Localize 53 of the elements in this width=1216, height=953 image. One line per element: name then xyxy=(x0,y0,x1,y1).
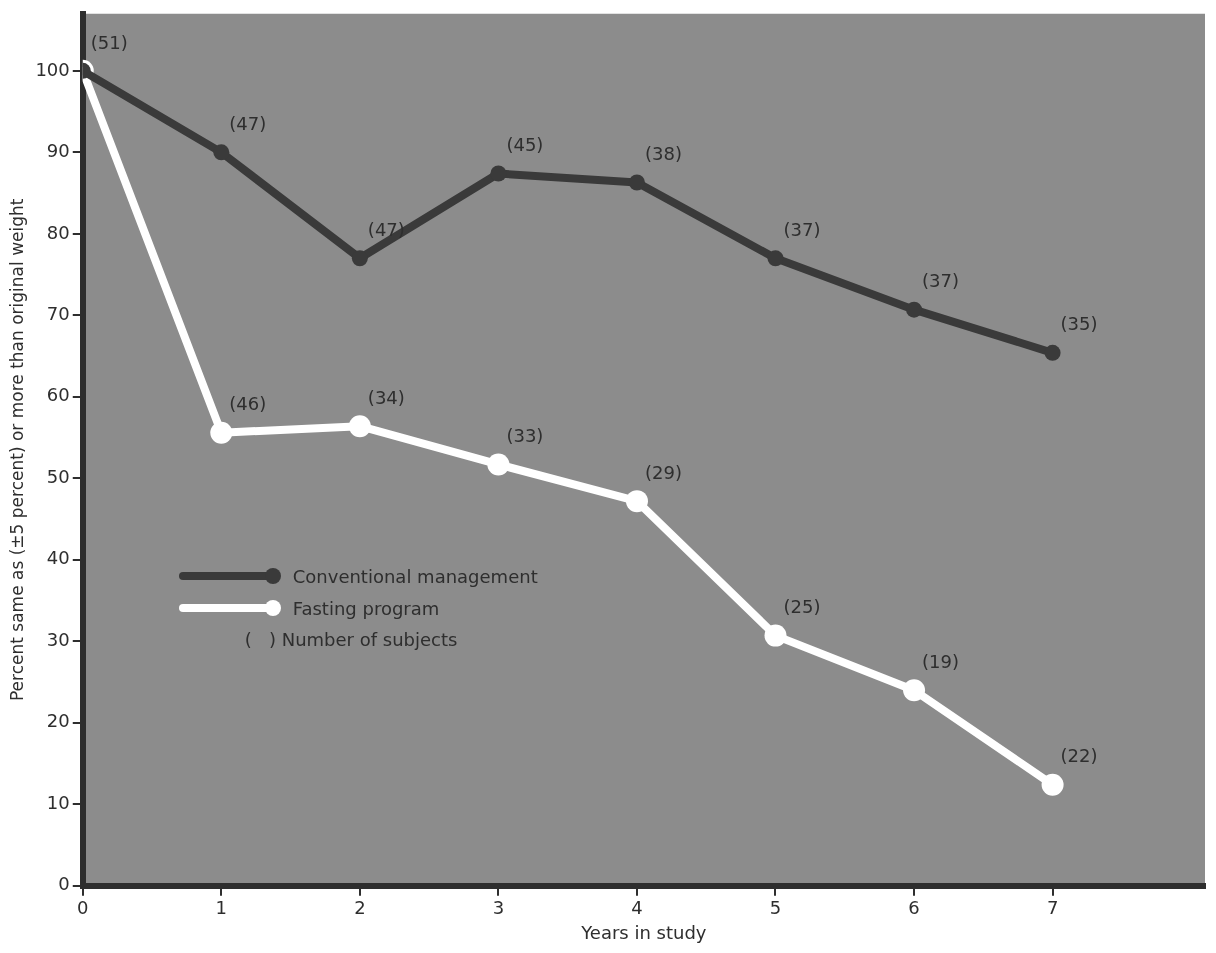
x-tick-label: 2 xyxy=(354,897,366,919)
y-tick-label: 30 xyxy=(46,628,70,650)
y-tick-label: 40 xyxy=(46,547,70,569)
point xyxy=(487,453,510,476)
annotation: (47) xyxy=(367,218,405,240)
annotation: (37) xyxy=(922,270,959,292)
annotation: (29) xyxy=(644,461,682,483)
point xyxy=(351,250,368,267)
point xyxy=(903,679,926,702)
point xyxy=(767,250,784,267)
annotation: (33) xyxy=(506,425,544,447)
y-tick-label: 90 xyxy=(46,140,70,162)
point xyxy=(906,301,923,318)
annotation: (45) xyxy=(506,134,544,156)
point xyxy=(764,624,787,647)
y-tick-label: 50 xyxy=(46,466,70,487)
y-tick-label: 100 xyxy=(35,58,70,80)
point xyxy=(213,144,230,161)
annotation: (46) xyxy=(229,393,267,415)
annotation: (22) xyxy=(1060,745,1098,767)
point xyxy=(625,490,648,513)
x-axis-title: Years in study xyxy=(580,921,707,943)
annotation: (38) xyxy=(644,143,682,165)
y-tick-label: 70 xyxy=(46,303,70,324)
annotation: (34) xyxy=(367,386,405,408)
point xyxy=(348,415,371,438)
legend-label: Fasting program xyxy=(292,597,440,619)
annotation: ( ) Number of subjects xyxy=(243,628,459,653)
point xyxy=(1041,773,1064,796)
x-tick-label: 6 xyxy=(908,897,920,919)
point xyxy=(1044,344,1061,361)
y-tick-label: 20 xyxy=(46,710,70,732)
x-tick-label: 4 xyxy=(631,897,643,919)
y-axis-title: Percent same as (±5 percent) or more than original weight xyxy=(6,198,27,702)
y-tick-label: 0 xyxy=(58,873,70,895)
y-tick-label: 80 xyxy=(46,221,70,243)
x-tick-label: 3 xyxy=(492,897,505,919)
x-tick-label: 7 xyxy=(1046,897,1059,919)
y-tick-label: 10 xyxy=(46,791,70,813)
y-tick-label: 60 xyxy=(46,384,70,406)
annotation: (51) xyxy=(90,31,128,53)
x-tick-label: 5 xyxy=(769,897,782,919)
annotation: (25) xyxy=(783,596,821,618)
legend-label: Conventional management xyxy=(292,565,538,587)
point xyxy=(210,421,233,444)
point xyxy=(490,165,507,182)
x-tick-label: 0 xyxy=(77,897,89,919)
annotation: (37) xyxy=(783,218,821,240)
x-tick-label: 1 xyxy=(215,897,228,919)
annotation: (47) xyxy=(229,113,267,135)
annotation: (19) xyxy=(922,650,959,672)
annotation: (35) xyxy=(1060,313,1098,335)
point xyxy=(628,174,645,191)
